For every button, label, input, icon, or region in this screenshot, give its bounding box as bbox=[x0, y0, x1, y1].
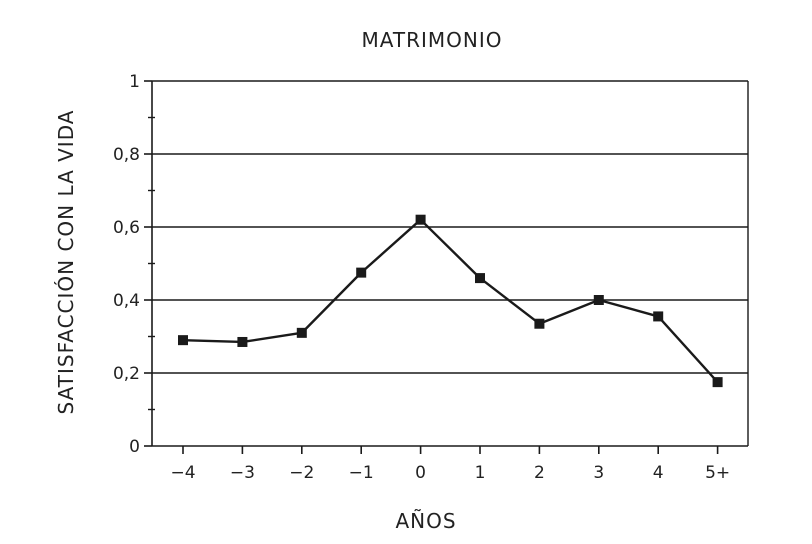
x-tick-label: 2 bbox=[534, 463, 545, 483]
y-tick-label: 0,6 bbox=[113, 218, 140, 238]
data-point-marker bbox=[593, 295, 604, 305]
plot-area: 0 0,2 0,4 0,6 0,8 1 −4 −3 −2 −1 0 1 2 3 4 5+ bbox=[113, 72, 749, 483]
y-tick-label: 1 bbox=[129, 72, 140, 92]
data-point-marker bbox=[415, 214, 426, 225]
data-point-marker bbox=[712, 377, 723, 388]
data-point-marker bbox=[475, 273, 485, 284]
x-tick-label: 3 bbox=[593, 463, 604, 483]
data-point-marker bbox=[237, 336, 248, 347]
chart-title: MATRIMONIO bbox=[362, 28, 503, 52]
x-tick-label: 1 bbox=[475, 463, 486, 483]
series-line bbox=[182, 218, 719, 383]
y-tick-label: 0,4 bbox=[113, 291, 140, 311]
x-tick-label: −4 bbox=[170, 463, 195, 483]
y-tick-label: 0,8 bbox=[113, 145, 140, 165]
data-point-marker bbox=[356, 267, 367, 278]
x-tick-label: −1 bbox=[349, 463, 374, 483]
y-tick-label: 0 bbox=[129, 437, 140, 457]
x-tick-label: −2 bbox=[289, 463, 314, 483]
data-point-marker bbox=[534, 318, 545, 329]
x-axis-title: AÑOS bbox=[395, 509, 456, 533]
y-axis-title: SATISFACCIÓN CON LA VIDA bbox=[54, 110, 78, 415]
data-point-marker bbox=[296, 327, 307, 338]
x-tick-label: 5+ bbox=[705, 463, 730, 483]
data-point-marker bbox=[653, 311, 664, 322]
y-tick-label: 0,2 bbox=[113, 364, 140, 384]
data-point-marker bbox=[178, 335, 188, 346]
x-tick-label: −3 bbox=[230, 463, 255, 483]
x-tick-label: 0 bbox=[415, 463, 426, 483]
x-tick-label: 4 bbox=[653, 463, 664, 483]
